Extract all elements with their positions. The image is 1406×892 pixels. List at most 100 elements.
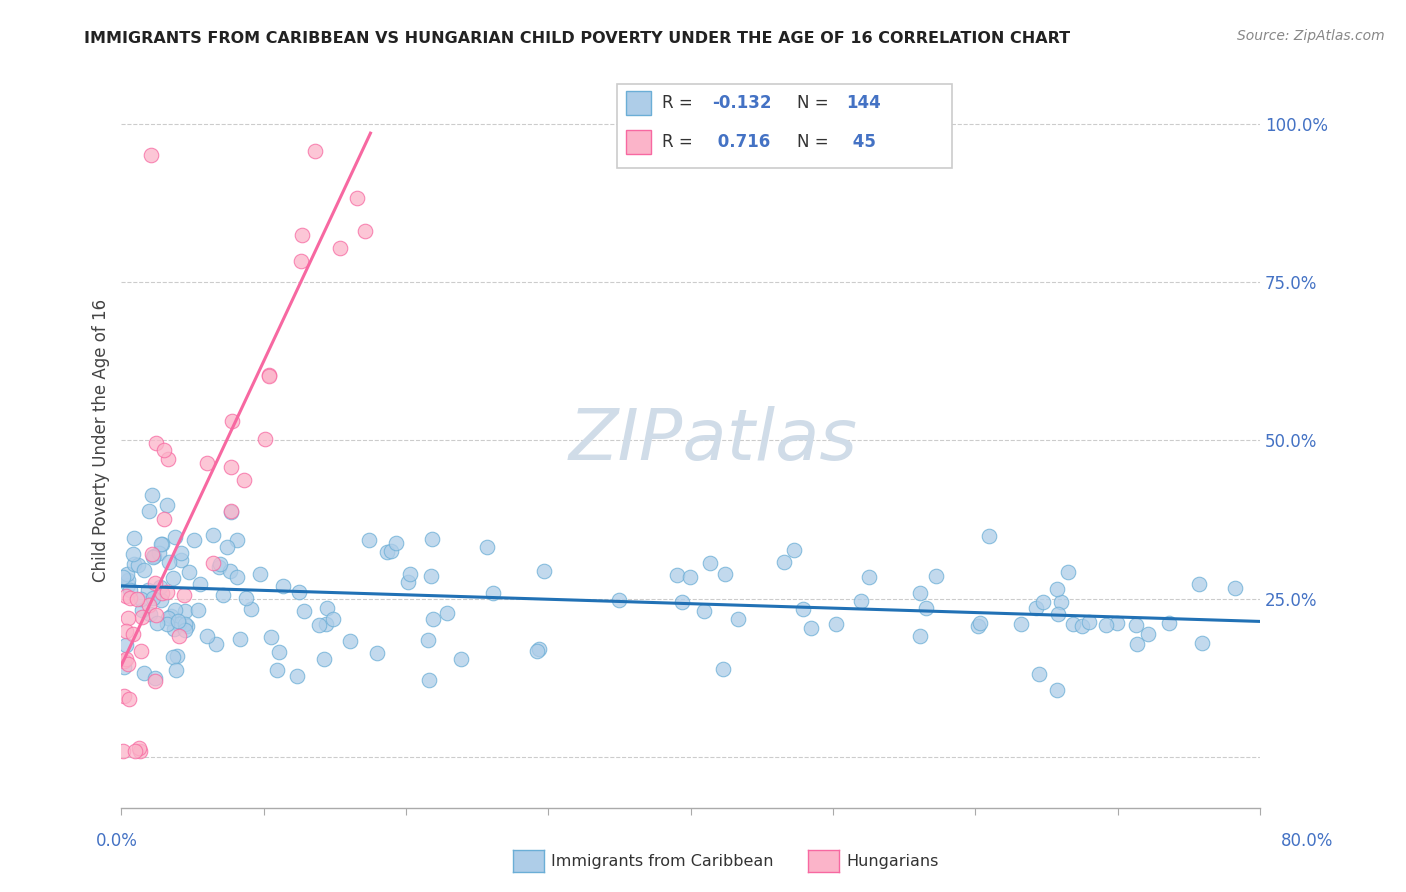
Point	[215, 540, 238, 554]
Point	[257, 368, 280, 383]
Point	[112, 660, 135, 674]
Point	[1010, 617, 1032, 632]
Point	[150, 537, 173, 551]
Text: -0.132: -0.132	[713, 94, 772, 112]
Point	[165, 603, 187, 617]
Point	[312, 651, 335, 665]
Point	[134, 563, 156, 577]
Point	[1062, 617, 1084, 632]
Point	[271, 579, 294, 593]
Point	[1191, 635, 1213, 649]
Point	[1057, 565, 1080, 579]
Point	[229, 632, 252, 647]
Point	[226, 570, 249, 584]
Point	[145, 575, 167, 590]
Point	[128, 741, 150, 756]
Point	[1050, 595, 1073, 609]
Point	[1107, 615, 1129, 630]
Point	[149, 580, 172, 594]
Point	[121, 626, 143, 640]
Point	[380, 544, 402, 558]
Point	[131, 603, 153, 617]
Point	[396, 574, 419, 589]
Point	[1028, 667, 1050, 681]
Point	[851, 594, 873, 608]
Point	[141, 148, 163, 162]
Point	[267, 644, 290, 658]
Point	[131, 610, 153, 624]
Point	[967, 619, 990, 633]
Point	[142, 591, 165, 606]
Point	[266, 663, 288, 677]
Point	[1070, 618, 1092, 632]
Point	[138, 504, 160, 518]
Point	[169, 546, 191, 560]
Point	[908, 629, 931, 643]
Point	[152, 512, 174, 526]
Point	[671, 595, 693, 609]
Point	[329, 241, 352, 255]
Point	[111, 570, 134, 584]
Text: ZIPatlas: ZIPatlas	[569, 406, 858, 475]
Point	[117, 578, 139, 592]
Point	[308, 618, 330, 632]
Point	[173, 588, 195, 602]
Point	[195, 629, 218, 643]
Text: Immigrants from Caribbean: Immigrants from Caribbean	[551, 855, 773, 869]
Point	[129, 644, 152, 658]
FancyBboxPatch shape	[617, 84, 952, 169]
Point	[118, 591, 141, 605]
Point	[235, 591, 257, 606]
Point	[117, 566, 139, 581]
Point	[315, 616, 337, 631]
Point	[436, 607, 458, 621]
Point	[366, 646, 388, 660]
Text: N =: N =	[797, 94, 834, 112]
Point	[141, 547, 163, 561]
Point	[156, 498, 179, 512]
Text: N =: N =	[797, 133, 834, 151]
Point	[208, 557, 231, 571]
Text: 0.0%: 0.0%	[96, 831, 138, 849]
Text: 144: 144	[846, 94, 882, 112]
Point	[157, 611, 180, 625]
Point	[219, 505, 242, 519]
Point	[1126, 637, 1149, 651]
Point	[727, 612, 749, 626]
Point	[179, 565, 201, 579]
Point	[219, 504, 242, 518]
Point	[825, 616, 848, 631]
Point	[122, 558, 145, 572]
Point	[156, 616, 179, 631]
Point	[114, 624, 136, 639]
Point	[1188, 576, 1211, 591]
Point	[128, 743, 150, 757]
Point	[533, 564, 555, 578]
Point	[257, 368, 280, 383]
Point	[304, 145, 326, 159]
Point	[212, 588, 235, 602]
Point	[1046, 582, 1069, 596]
Point	[111, 743, 134, 757]
Point	[225, 533, 247, 548]
Point	[1094, 617, 1116, 632]
Point	[139, 607, 162, 622]
Point	[124, 743, 146, 757]
Point	[1078, 615, 1101, 629]
Point	[150, 592, 173, 607]
Text: 45: 45	[846, 133, 876, 151]
Point	[157, 555, 180, 569]
Point	[420, 532, 443, 546]
Point	[163, 622, 186, 636]
Point	[291, 228, 314, 243]
Point	[114, 589, 136, 603]
Point	[1159, 616, 1181, 631]
Point	[183, 533, 205, 547]
Point	[783, 543, 806, 558]
Text: IMMIGRANTS FROM CARIBBEAN VS HUNGARIAN CHILD POVERTY UNDER THE AGE OF 16 CORRELA: IMMIGRANTS FROM CARIBBEAN VS HUNGARIAN C…	[84, 31, 1070, 46]
Point	[260, 630, 283, 644]
Point	[221, 414, 243, 428]
Point	[143, 671, 166, 685]
Point	[176, 618, 198, 632]
Point	[122, 532, 145, 546]
